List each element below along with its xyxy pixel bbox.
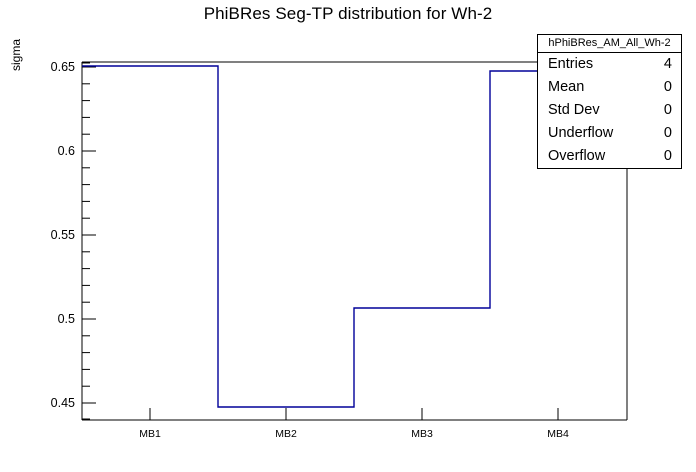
y-tick-label: 0.5 <box>57 312 75 326</box>
x-tick-label-mb1: MB1 <box>139 428 161 440</box>
stats-box[interactable]: hPhiBRes_AM_All_Wh-2 Entries 4 Mean 0 St… <box>537 34 682 170</box>
stats-label: Entries <box>548 56 594 72</box>
stats-value: 4 <box>663 56 672 72</box>
stats-label: Underflow <box>548 125 614 142</box>
x-tick-label-mb3: MB3 <box>411 428 433 440</box>
stats-row-underflow: Underflow 0 <box>538 122 681 145</box>
stats-label: Overflow <box>548 148 606 165</box>
stats-label: Mean <box>548 79 585 96</box>
stats-row-overflow: Overflow 0 <box>538 145 681 168</box>
stats-row-mean: Mean 0 <box>538 76 681 99</box>
stats-value: 0 <box>663 148 672 165</box>
x-tick-label-mb4: MB4 <box>547 428 569 440</box>
y-tick-label: 0.65 <box>50 60 75 74</box>
y-axis-minor-ticks <box>82 62 90 420</box>
stats-row-entries: Entries 4 <box>538 53 681 76</box>
stats-box-title: hPhiBRes_AM_All_Wh-2 <box>538 35 681 53</box>
y-tick-label: 0.55 <box>50 228 75 242</box>
x-axis-ticks <box>149 408 559 420</box>
stats-value: 0 <box>663 79 672 96</box>
stats-value: 0 <box>663 125 672 142</box>
y-tick-label: 0.45 <box>50 396 75 410</box>
stats-value: 0 <box>663 102 672 119</box>
axis-frame <box>81 61 628 421</box>
y-axis-major-ticks <box>82 66 96 404</box>
stats-label: Std Dev <box>548 102 600 119</box>
page-title: PhiBRes Seg-TP distribution for Wh-2 <box>203 4 493 23</box>
histogram-trace <box>82 65 627 408</box>
stats-row-std-dev: Std Dev 0 <box>538 99 681 122</box>
x-tick-label-mb2: MB2 <box>275 428 297 440</box>
y-tick-label: 0.6 <box>57 144 75 158</box>
